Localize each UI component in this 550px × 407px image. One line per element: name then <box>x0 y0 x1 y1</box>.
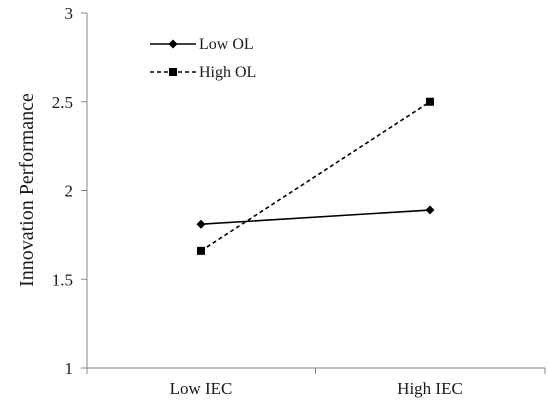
series-group <box>196 97 435 255</box>
data-point <box>196 219 206 229</box>
legend-label: High OL <box>199 64 256 81</box>
y-axis-title: Innovation Performance <box>16 93 38 287</box>
y-axis-ticks: 1 1.5 2 2.5 3 <box>52 4 87 378</box>
y-tick-label: 1 <box>65 359 74 378</box>
legend-item: Low OL <box>150 36 254 53</box>
data-point <box>197 246 205 255</box>
data-point <box>426 97 434 106</box>
x-tick-label: Low IEC <box>170 379 233 398</box>
legend-label: Low OL <box>199 36 254 53</box>
series-line <box>200 101 431 252</box>
x-tick-label: High IEC <box>397 379 463 398</box>
legend: Low OL High OL <box>150 36 256 81</box>
series-line <box>200 209 431 226</box>
series-low-ol <box>196 205 435 229</box>
legend-item: High OL <box>150 64 256 81</box>
legend-marker <box>169 68 177 76</box>
x-axis-ticks: Low IEC High IEC <box>86 368 546 398</box>
series-high-ol <box>197 97 434 255</box>
y-tick-label: 2.5 <box>52 93 73 112</box>
legend-marker <box>168 39 178 49</box>
y-tick-label: 3 <box>65 4 74 23</box>
axes <box>86 13 545 369</box>
data-point <box>425 205 435 215</box>
y-tick-label: 2 <box>65 182 74 201</box>
y-tick-label: 1.5 <box>52 270 73 289</box>
